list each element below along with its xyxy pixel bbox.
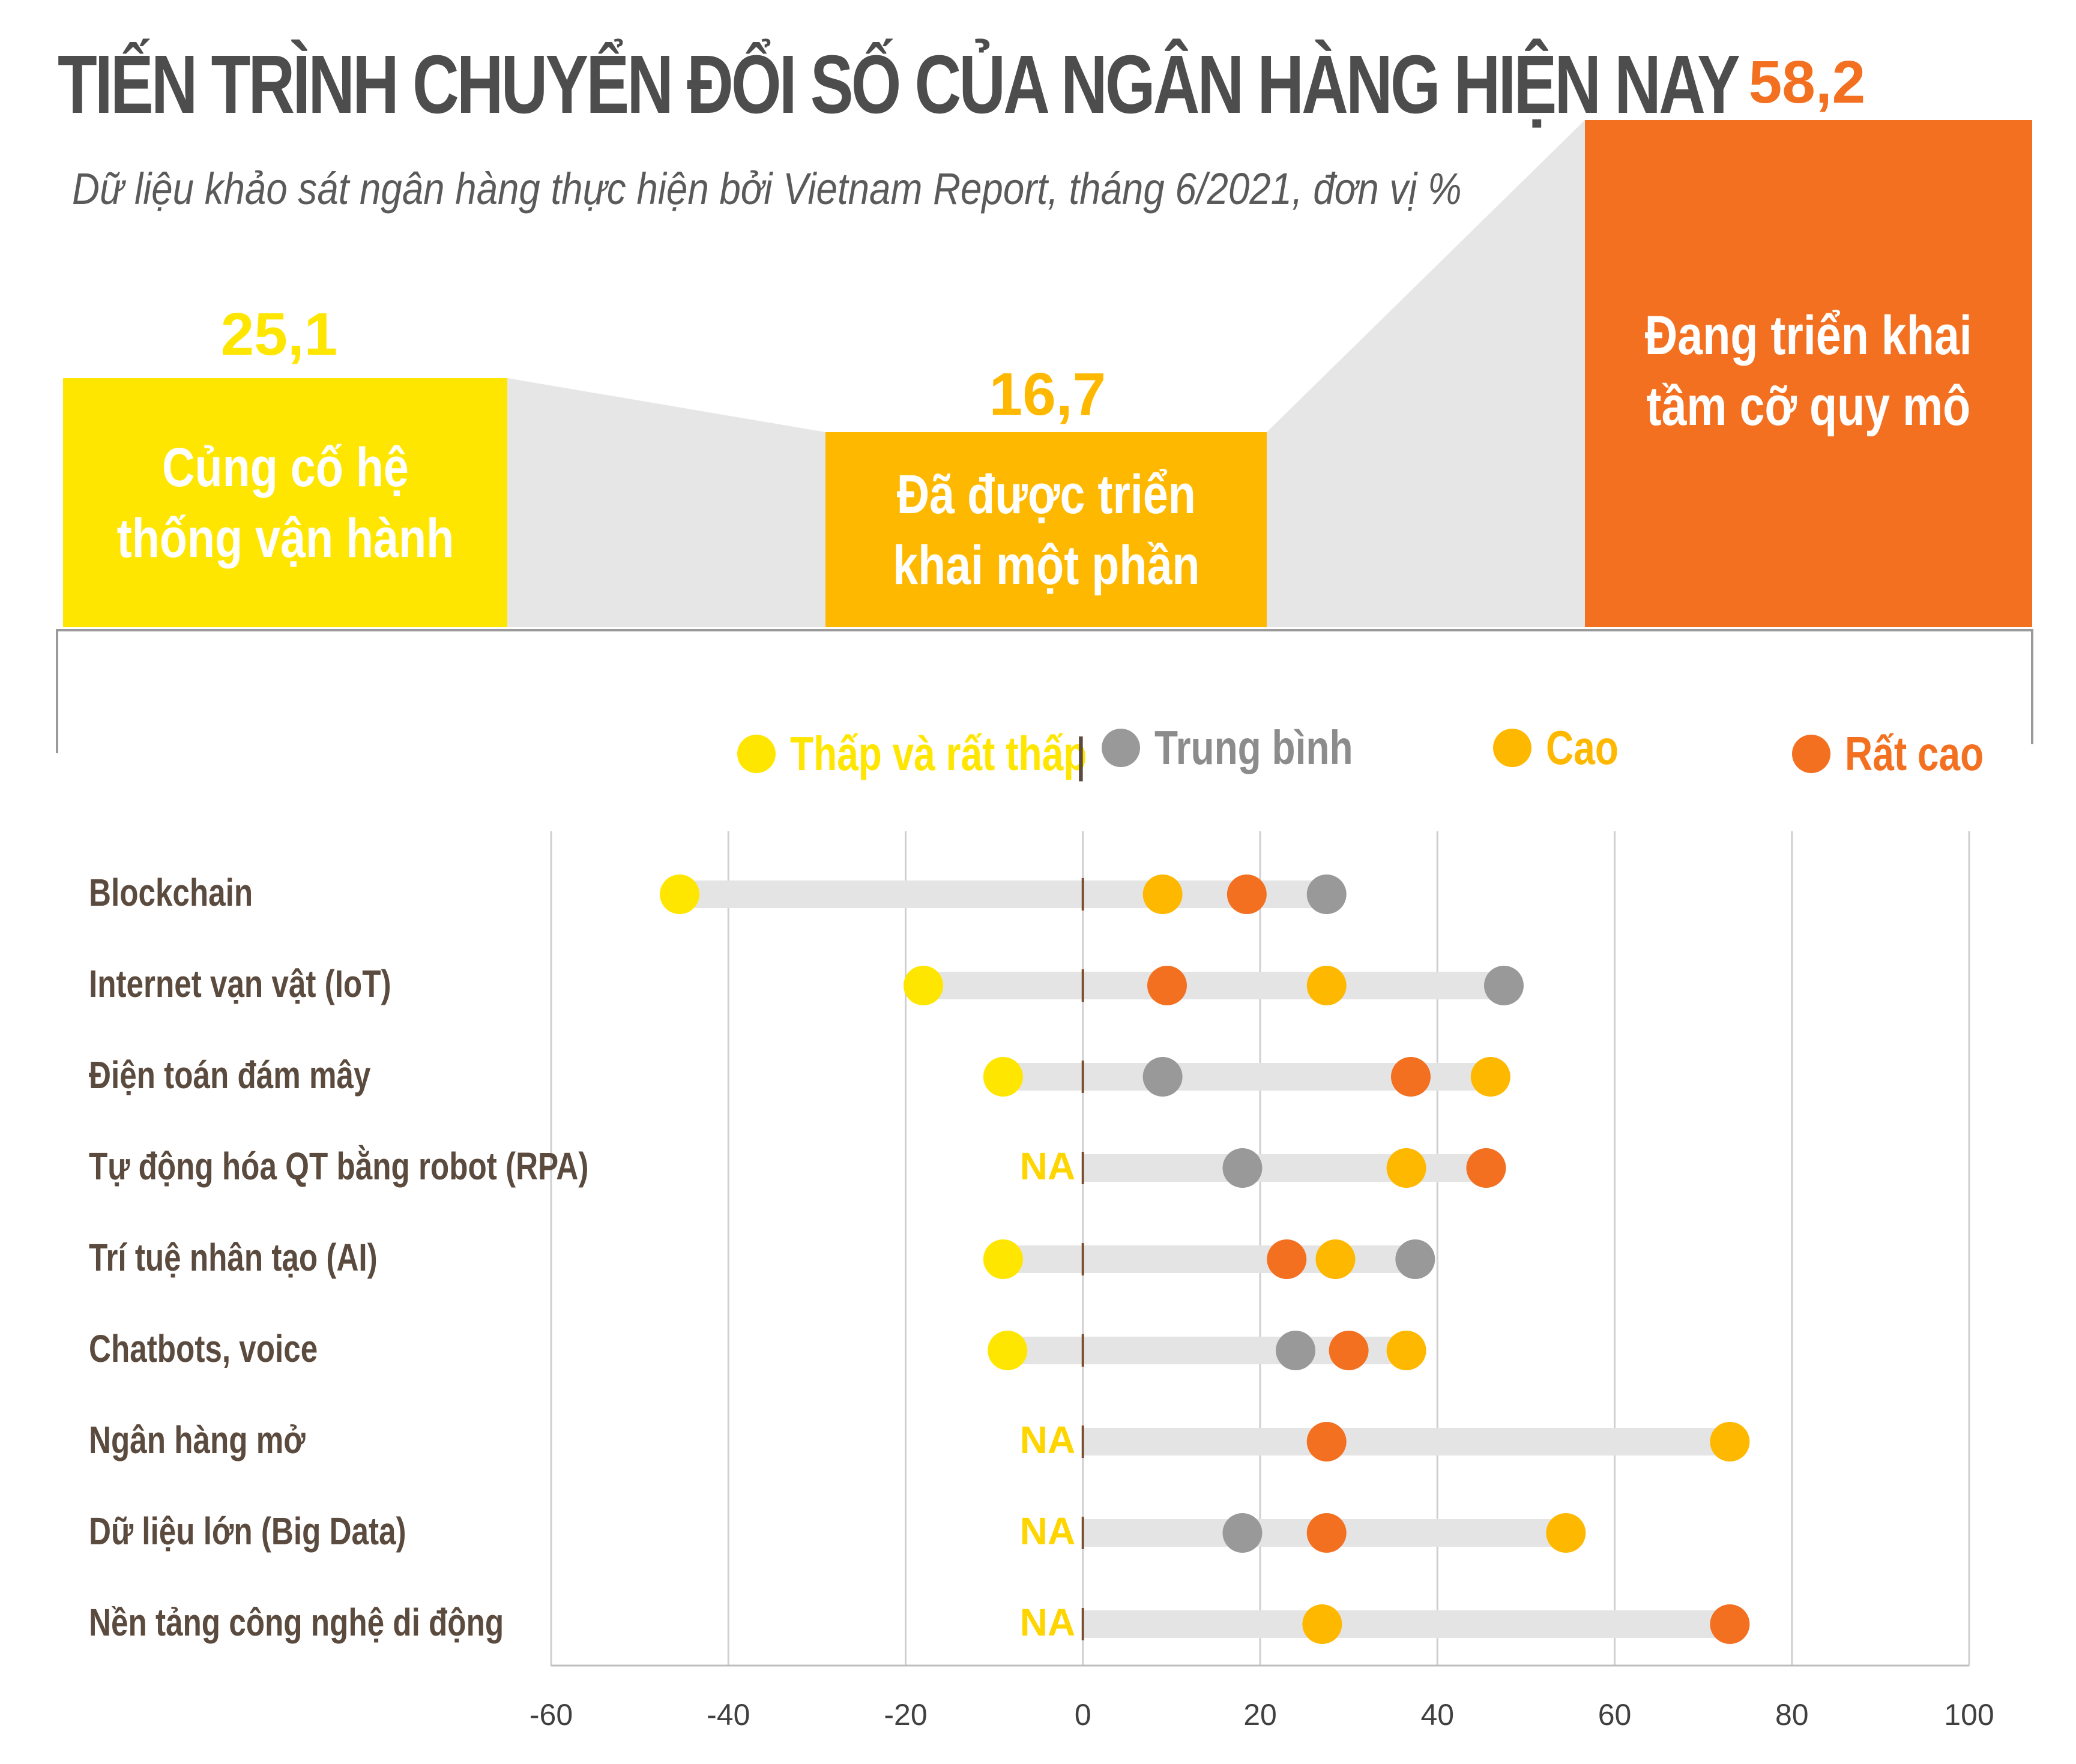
data-point-series-3: [1390, 1057, 1431, 1097]
data-point-series-2: [1142, 874, 1183, 914]
data-point-series-2: [1306, 966, 1347, 1005]
legend-label-very-high: Rất cao: [1845, 727, 1984, 780]
data-point-series-3: [1710, 1604, 1750, 1644]
stage-3-label-line2: tầm cỡ quy mô: [1646, 376, 1971, 437]
x-tick-label: 60: [1598, 1698, 1632, 1732]
data-point-series-3: [1306, 1422, 1347, 1461]
data-point-series-0: [983, 1239, 1023, 1279]
data-point-series-2: [1546, 1513, 1586, 1553]
category-label: Điện toán đám mây: [89, 1053, 371, 1097]
data-point-series-1: [1142, 1057, 1183, 1097]
page-subtitle: Dữ liệu khảo sát ngân hàng thực hiện bởi…: [72, 164, 1462, 214]
legend-dot-medium: [1102, 729, 1140, 767]
stage-3-label-line1: Đang triển khai: [1645, 305, 1972, 366]
x-tick-label: 40: [1420, 1698, 1455, 1732]
stage-3-value: 58,2: [1748, 49, 1866, 116]
category-label: Nền tảng công nghệ di động: [89, 1601, 504, 1644]
na-label: NA: [1019, 1601, 1076, 1644]
legend-dot-low: [737, 735, 776, 773]
data-point-series-2: [1710, 1422, 1750, 1461]
legend-dot-high: [1493, 729, 1531, 767]
category-label: Internet vạn vật (IoT): [89, 962, 391, 1005]
data-point-series-3: [1466, 1148, 1506, 1188]
stage-1-label-line1: Củng cố hệ: [161, 436, 409, 498]
category-label: Chatbots, voice: [89, 1327, 318, 1370]
stage-1-box: Củng cố hệ thống vận hành: [63, 378, 507, 627]
stage-1-value: 25,1: [220, 301, 338, 368]
legend-item-medium: Trung bình: [1102, 720, 1402, 775]
stage-2-value: 16,7: [989, 361, 1106, 428]
data-point-series-2: [1386, 1148, 1426, 1188]
category-label: Blockchain: [89, 871, 253, 914]
category-label: Ngân hàng mở: [89, 1418, 306, 1461]
stage-2-label-line1: Đã được triển: [896, 463, 1196, 525]
na-label: NA: [1019, 1145, 1076, 1188]
category-label: Dữ liệu lớn (Big Data): [89, 1510, 406, 1553]
data-point-series-1: [1483, 966, 1524, 1005]
data-point-series-2: [1470, 1057, 1510, 1097]
data-point-series-3: [1267, 1239, 1307, 1279]
data-point-series-3: [1306, 1513, 1347, 1553]
data-point-series-3: [1147, 966, 1187, 1005]
stage-2-label-line2: khai một phần: [892, 534, 1200, 596]
legend-dot-very-high: [1792, 735, 1830, 773]
legend-item-low: Thấp và rất thấp: [737, 726, 1161, 781]
data-point-series-3: [1329, 1331, 1369, 1370]
legend-divider: |: [1075, 728, 1087, 781]
data-point-series-1: [1276, 1331, 1316, 1370]
x-tick-label: 80: [1775, 1698, 1809, 1732]
data-point-series-1: [1395, 1239, 1435, 1279]
legend-item-high: Cao: [1493, 720, 1637, 775]
data-point-series-3: [1227, 874, 1267, 914]
data-point-series-1: [1306, 874, 1347, 914]
category-label: Tự động hóa QT bằng robot (RPA): [89, 1145, 589, 1188]
data-point-series-1: [1222, 1513, 1263, 1553]
x-tick-label: 100: [1944, 1698, 1994, 1732]
stage-bracket: [56, 629, 2033, 753]
connector-1-2: [507, 378, 825, 627]
legend-label-medium: Trung bình: [1154, 721, 1353, 774]
na-label: NA: [1019, 1510, 1076, 1553]
connector-2-3: [1267, 120, 1585, 627]
data-point-series-2: [1315, 1239, 1356, 1279]
stage-1-label-line2: thống vận hành: [116, 507, 454, 569]
data-point-series-0: [988, 1331, 1028, 1370]
x-tick-label: -40: [707, 1698, 750, 1732]
legend-label-low: Thấp và rất thấp: [790, 727, 1087, 780]
x-tick-label: -60: [529, 1698, 573, 1732]
x-tick-label: -20: [884, 1698, 928, 1732]
legend-item-very-high: Rất cao: [1792, 726, 2018, 781]
stage-3-box: Đang triển khai tầm cỡ quy mô: [1585, 120, 2032, 627]
stage-2-box: Đã được triển khai một phần: [825, 432, 1267, 627]
legend-label-high: Cao: [1546, 721, 1619, 774]
x-tick-label: 20: [1243, 1698, 1277, 1732]
x-tick-label: 0: [1074, 1698, 1091, 1732]
data-point-series-0: [983, 1057, 1023, 1097]
na-label: NA: [1019, 1418, 1076, 1461]
data-point-series-0: [904, 966, 944, 1005]
data-point-series-1: [1222, 1148, 1263, 1188]
data-point-series-0: [660, 874, 700, 914]
data-point-series-2: [1302, 1604, 1342, 1644]
category-label: Trí tuệ nhân tạo (AI): [89, 1236, 378, 1279]
data-point-series-2: [1386, 1331, 1426, 1370]
